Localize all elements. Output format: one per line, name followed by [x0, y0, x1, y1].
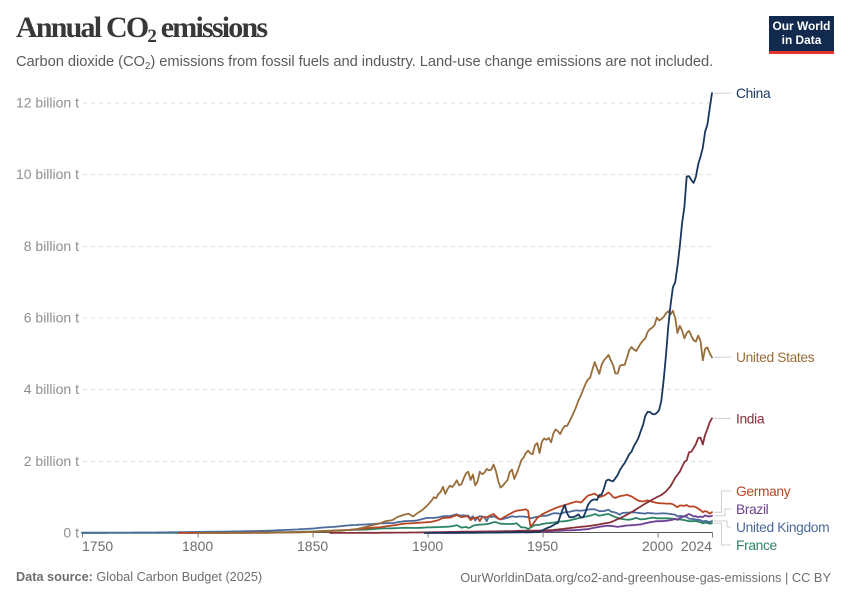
svg-text:United States: United States [736, 350, 815, 365]
svg-text:Brazil: Brazil [736, 502, 769, 517]
svg-text:India: India [736, 412, 765, 427]
svg-text:1800: 1800 [182, 538, 213, 554]
svg-text:4 billion t: 4 billion t [24, 381, 79, 397]
svg-text:2000: 2000 [642, 538, 673, 554]
svg-text:12 billion t: 12 billion t [16, 95, 79, 111]
svg-text:1900: 1900 [412, 538, 443, 554]
svg-text:France: France [736, 538, 778, 553]
svg-text:1950: 1950 [527, 538, 558, 554]
svg-text:Germany: Germany [736, 484, 791, 499]
svg-text:1850: 1850 [297, 538, 328, 554]
svg-text:6 billion t: 6 billion t [24, 310, 79, 326]
svg-text:0 t: 0 t [63, 525, 79, 541]
svg-text:1750: 1750 [82, 538, 113, 554]
svg-text:United Kingdom: United Kingdom [736, 520, 829, 535]
svg-text:8 billion t: 8 billion t [24, 238, 79, 254]
svg-text:10 billion t: 10 billion t [16, 166, 79, 182]
svg-text:2 billion t: 2 billion t [24, 453, 79, 469]
svg-text:2024: 2024 [681, 538, 712, 554]
svg-text:China: China [736, 86, 771, 101]
